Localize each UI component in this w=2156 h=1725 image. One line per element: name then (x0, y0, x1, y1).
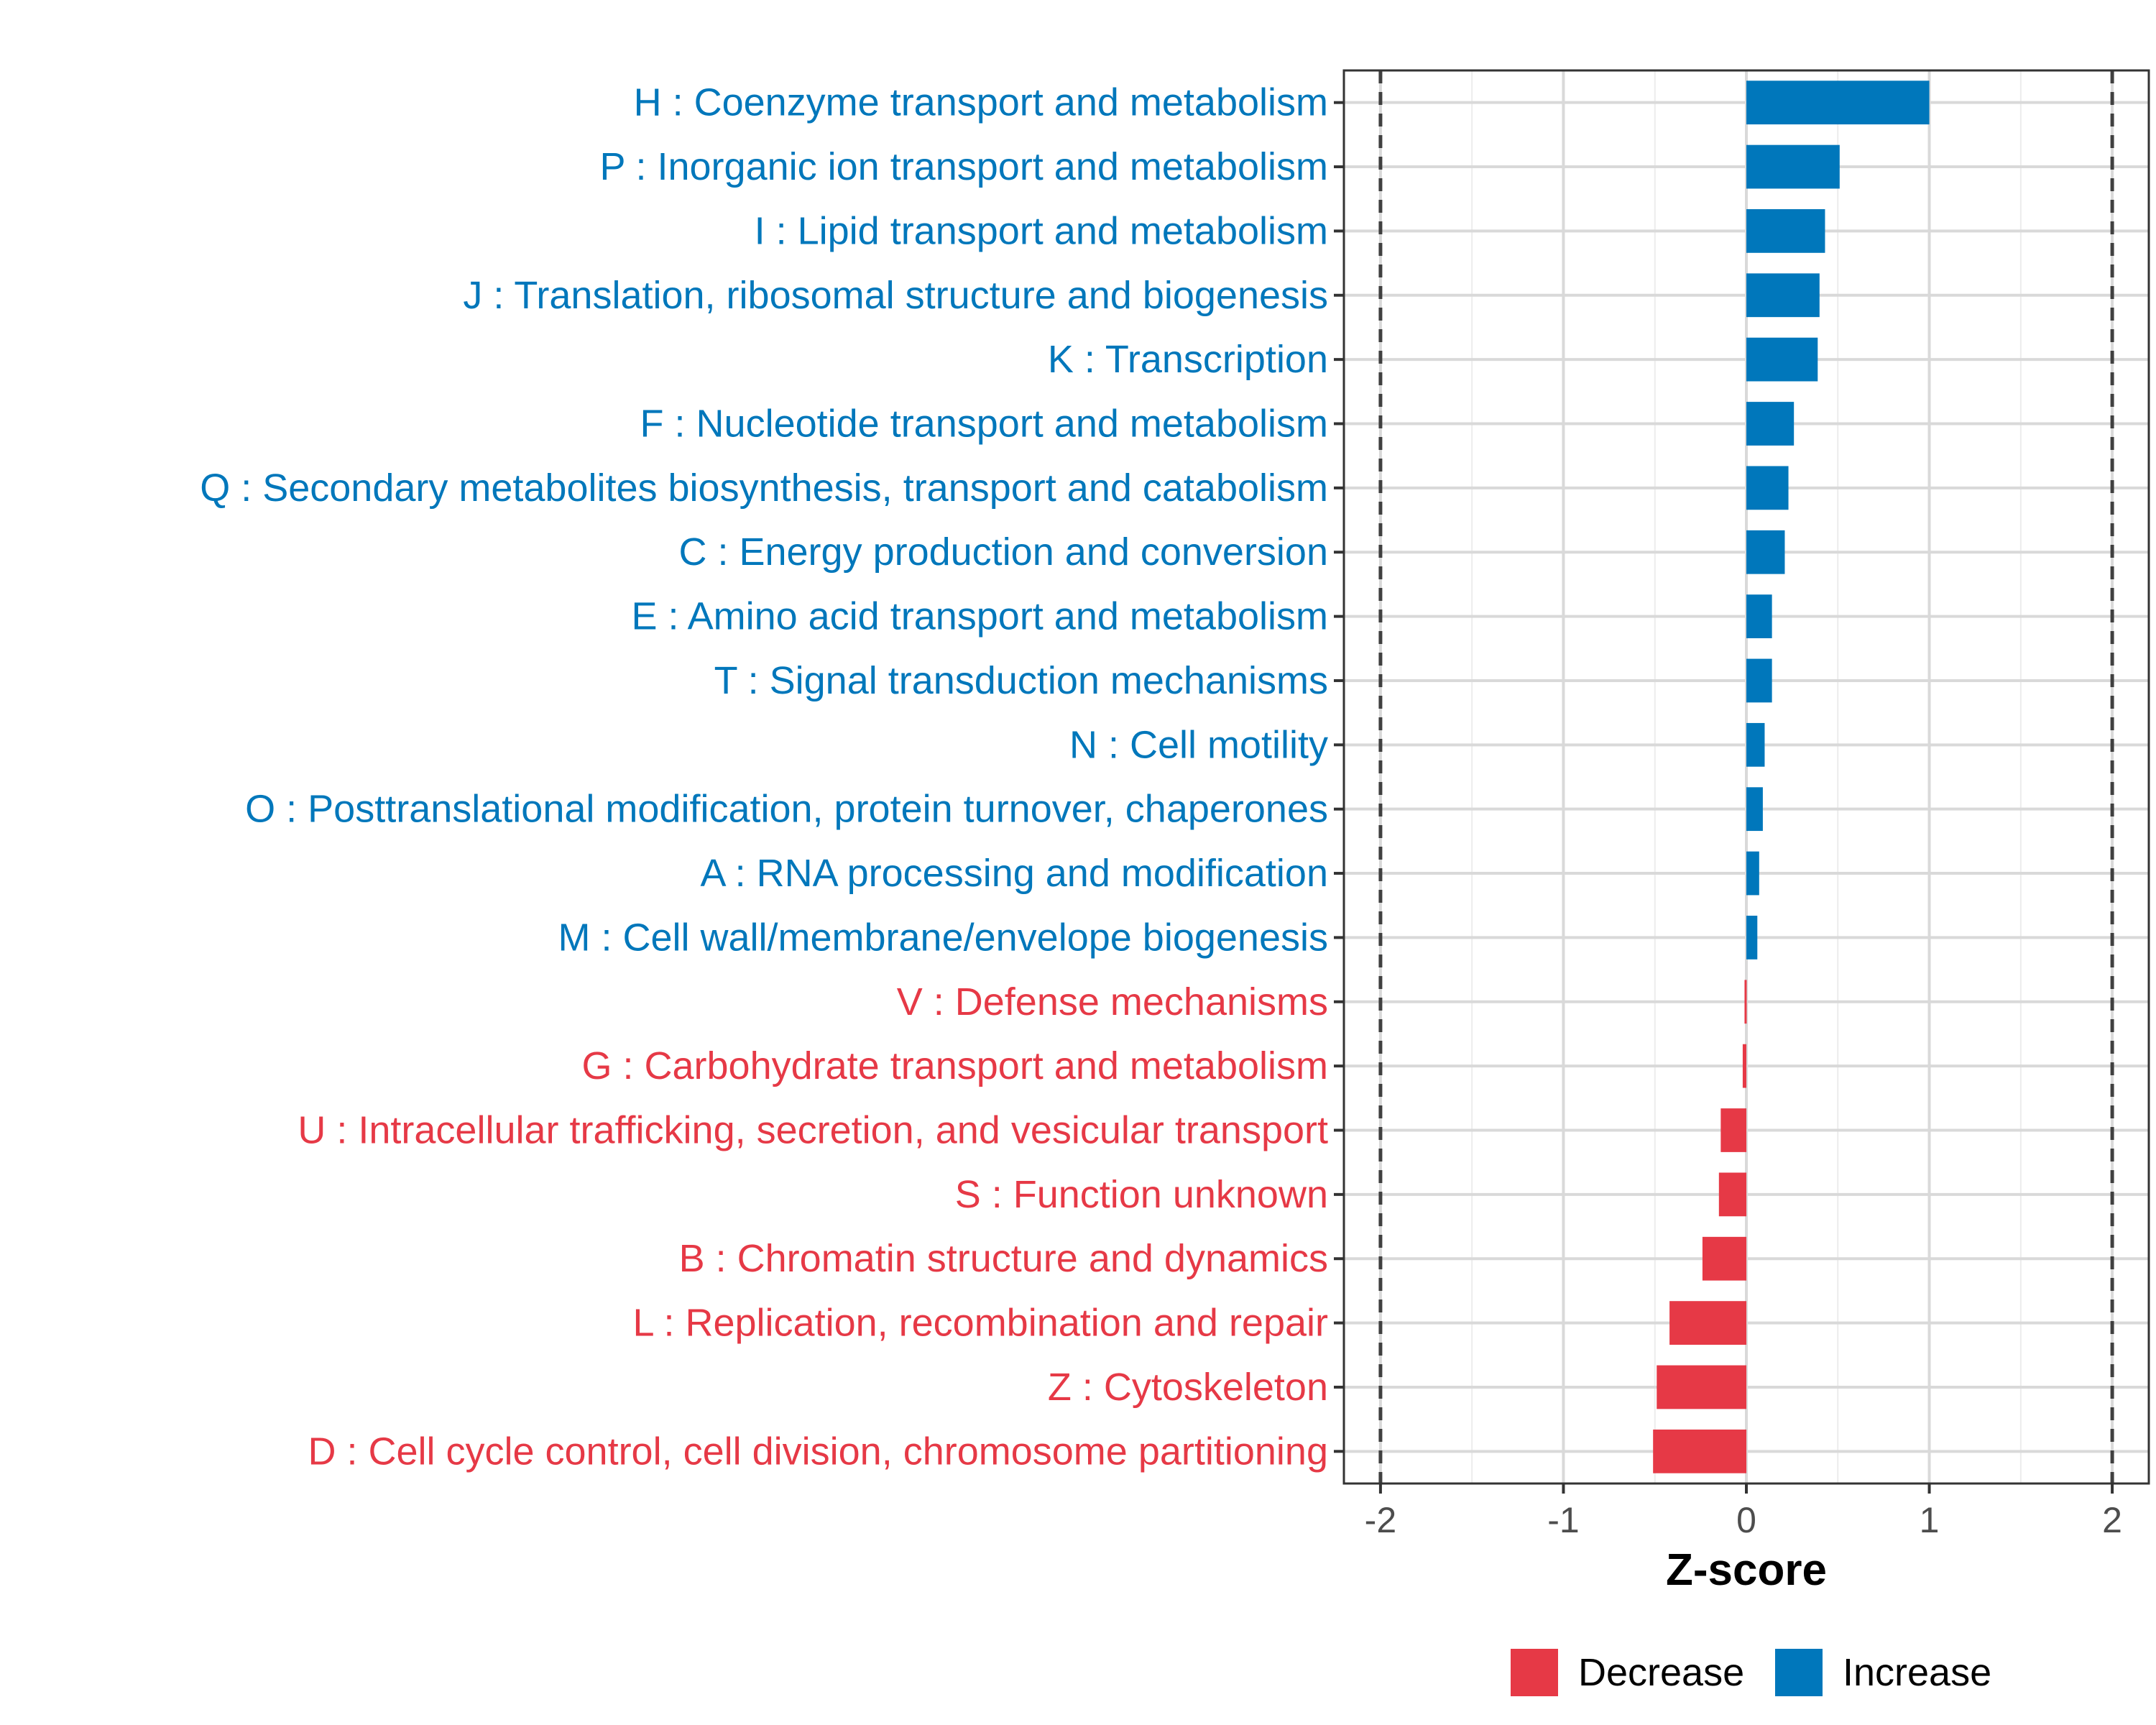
bar-20 (1657, 1365, 1746, 1409)
category-label-2: I : Lipid transport and metabolism (755, 209, 1328, 252)
category-label-7: C : Energy production and conversion (678, 530, 1328, 574)
y-axis-ticks (1334, 101, 1344, 1453)
bar-8 (1746, 594, 1772, 638)
category-label-13: M : Cell wall/membrane/envelope biogenes… (558, 916, 1328, 959)
category-label-20: Z : Cytoskeleton (1048, 1366, 1328, 1409)
bar-6 (1746, 466, 1789, 510)
bar-5 (1746, 402, 1795, 446)
category-label-3: J : Translation, ribosomal structure and… (463, 274, 1328, 317)
category-label-9: T : Signal transduction mechanisms (714, 659, 1328, 702)
bar-4 (1746, 337, 1818, 382)
bar-21 (1653, 1429, 1746, 1473)
category-label-12: A : RNA processing and modification (701, 852, 1328, 895)
y-axis-category-labels: H : Coenzyme transport and metabolism P :… (200, 81, 1328, 1473)
x-axis-tick-labels: -2 -1 0 1 2 (1365, 1500, 2122, 1540)
bar-16 (1720, 1108, 1746, 1152)
category-label-16: U : Intracellular trafficking, secretion… (298, 1109, 1328, 1152)
category-label-15: G : Carbohydrate transport and metabolis… (582, 1044, 1329, 1087)
category-label-10: N : Cell motility (1069, 723, 1328, 766)
legend-key-increase (1775, 1649, 1823, 1696)
category-label-5: F : Nucleotide transport and metabolism (640, 402, 1328, 446)
category-label-11: O : Posttranslational modification, prot… (245, 788, 1328, 831)
legend-key-decrease (1511, 1649, 1558, 1696)
x-tick-label-2: 0 (1736, 1500, 1756, 1540)
bar-17 (1718, 1172, 1746, 1217)
x-tick-label-0: -2 (1365, 1500, 1396, 1540)
category-label-6: Q : Secondary metabolites biosynthesis, … (200, 466, 1328, 510)
category-label-1: P : Inorganic ion transport and metaboli… (599, 145, 1328, 188)
category-label-8: E : Amino acid transport and metabolism (632, 595, 1328, 638)
category-label-14: V : Defense mechanisms (897, 980, 1328, 1024)
x-tick-label-1: -1 (1547, 1500, 1579, 1540)
legend-label-increase: Increase (1843, 1651, 1991, 1694)
bar-10 (1746, 722, 1765, 767)
bar-0 (1746, 80, 1930, 125)
category-label-19: L : Replication, recombination and repai… (632, 1302, 1328, 1345)
bar-14 (1744, 980, 1747, 1024)
bar-19 (1669, 1301, 1746, 1345)
category-label-21: D : Cell cycle control, cell division, c… (308, 1430, 1328, 1473)
x-tick-label-4: 2 (2102, 1500, 2122, 1540)
x-axis-title: Z-score (1666, 1545, 1827, 1595)
bar-9 (1746, 658, 1772, 703)
bar-12 (1746, 851, 1759, 896)
bar-15 (1742, 1044, 1746, 1088)
bar-2 (1746, 209, 1825, 253)
category-label-18: B : Chromatin structure and dynamics (679, 1237, 1328, 1280)
bar-1 (1746, 144, 1840, 189)
category-label-0: H : Coenzyme transport and metabolism (634, 81, 1328, 124)
bar-11 (1746, 787, 1763, 832)
category-label-4: K : Transcription (1048, 338, 1328, 381)
bars (1653, 80, 1930, 1473)
legend: Decrease Increase (1511, 1649, 1991, 1696)
x-axis-ticks (1378, 1484, 2114, 1494)
bar-3 (1746, 273, 1820, 318)
bar-7 (1746, 530, 1785, 574)
x-tick-label-3: 1 (1920, 1500, 1940, 1540)
bar-18 (1702, 1236, 1746, 1281)
category-label-17: S : Function unknown (955, 1173, 1328, 1216)
legend-label-decrease: Decrease (1578, 1651, 1744, 1694)
bar-13 (1746, 916, 1758, 960)
